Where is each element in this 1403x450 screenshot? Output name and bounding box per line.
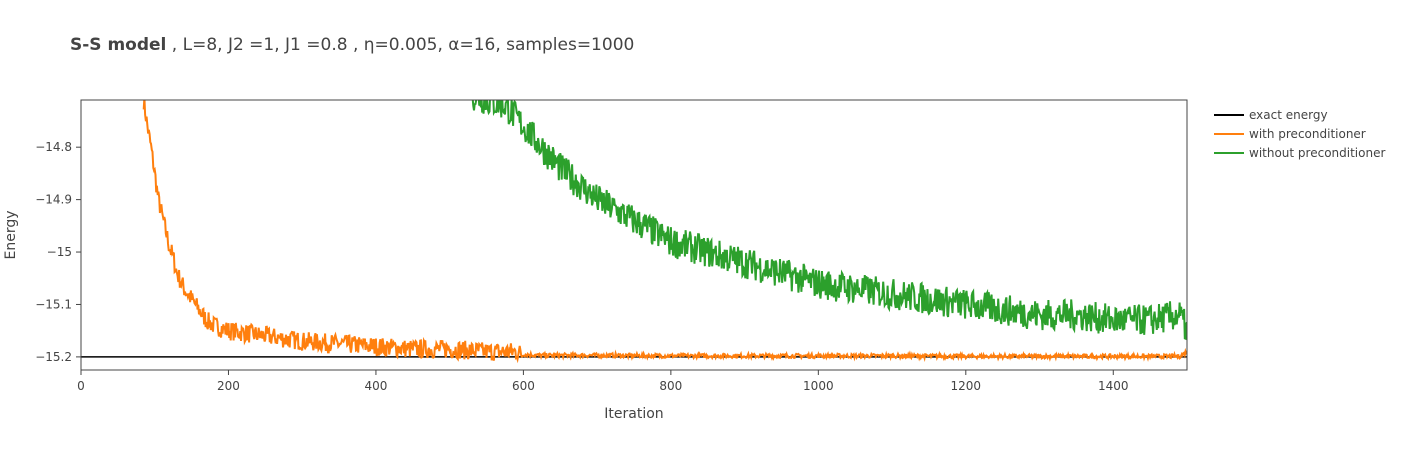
legend-item-with-preconditioner[interactable]: with preconditioner bbox=[1214, 127, 1366, 141]
legend[interactable]: exact energy with preconditioner without p… bbox=[1214, 108, 1385, 160]
legend-label: exact energy bbox=[1249, 108, 1328, 122]
x-tick-label: 800 bbox=[659, 379, 682, 393]
x-tick-label: 600 bbox=[512, 379, 535, 393]
y-axis-label: Energy bbox=[3, 210, 19, 259]
y-tick-label: −15.1 bbox=[35, 297, 72, 311]
series-line-without-preconditioner bbox=[471, 100, 1187, 341]
x-tick-label: 1200 bbox=[951, 379, 982, 393]
y-tick-label: −14.8 bbox=[35, 140, 72, 154]
y-axis: −14.8 −14.9 −15 −15.1 −15.2 bbox=[35, 140, 81, 364]
y-tick-label: −14.9 bbox=[35, 193, 72, 207]
x-tick-label: 200 bbox=[217, 379, 240, 393]
x-tick-label: 0 bbox=[77, 379, 85, 393]
series-layer bbox=[81, 100, 1187, 364]
legend-label: without preconditioner bbox=[1249, 146, 1385, 160]
x-tick-label: 400 bbox=[364, 379, 387, 393]
y-tick-label: −15.2 bbox=[35, 350, 72, 364]
series-line-with-preconditioner bbox=[142, 100, 1187, 364]
y-tick-label: −15 bbox=[47, 245, 72, 259]
plot-frame bbox=[80, 99, 1188, 371]
chart-title-rest: , L=8, J2 =1, J1 =0.8 , η=0.005, α=16, s… bbox=[166, 35, 634, 55]
x-axis-label: Iteration bbox=[604, 406, 663, 422]
legend-item-exact-energy[interactable]: exact energy bbox=[1214, 108, 1328, 122]
x-axis: 0 200 400 600 800 1000 1200 1400 bbox=[77, 370, 1129, 393]
x-tick-label: 1400 bbox=[1098, 379, 1129, 393]
chart-title-bold: S-S model bbox=[70, 35, 166, 55]
legend-label: with preconditioner bbox=[1249, 127, 1366, 141]
legend-item-without-preconditioner[interactable]: without preconditioner bbox=[1214, 146, 1385, 160]
chart-title: S-S model , L=8, J2 =1, J1 =0.8 , η=0.00… bbox=[70, 35, 634, 55]
x-tick-label: 1000 bbox=[803, 379, 834, 393]
